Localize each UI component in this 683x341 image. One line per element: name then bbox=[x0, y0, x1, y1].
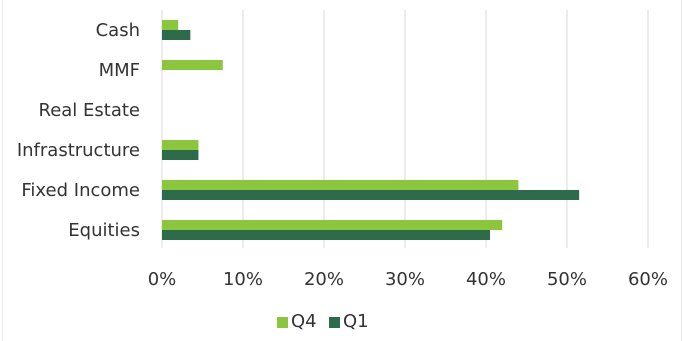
right-frame-line bbox=[681, 0, 682, 341]
bar-q4-mmf bbox=[162, 60, 223, 70]
x-tick-label: 60% bbox=[628, 269, 668, 290]
bar-q1-equities bbox=[162, 230, 491, 240]
x-tick-label: 20% bbox=[304, 269, 344, 290]
legend-swatch-q4 bbox=[277, 317, 288, 328]
bar-q4-fixed-income bbox=[162, 180, 519, 190]
bar-q4-infrastructure bbox=[162, 140, 199, 150]
legend-label-q4: Q4 bbox=[291, 311, 317, 332]
left-frame-line bbox=[2, 0, 3, 341]
y-tick-label: Fixed Income bbox=[21, 180, 140, 201]
y-tick-label: Equities bbox=[68, 220, 140, 241]
bar-q1-infrastructure bbox=[162, 150, 199, 160]
x-tick-label: 30% bbox=[385, 269, 425, 290]
y-tick-label: Infrastructure bbox=[17, 140, 140, 161]
legend-swatch-q1 bbox=[329, 317, 340, 328]
bar-q1-fixed-income bbox=[162, 190, 580, 200]
x-tick-label: 50% bbox=[547, 269, 587, 290]
x-tick-label: 0% bbox=[148, 269, 177, 290]
bar-q1-cash bbox=[162, 30, 191, 40]
y-tick-label: Real Estate bbox=[39, 100, 141, 121]
bar-q4-cash bbox=[162, 20, 179, 30]
y-tick-label: Cash bbox=[96, 20, 140, 41]
legend-label-q1: Q1 bbox=[343, 311, 369, 332]
bar-q4-equities bbox=[162, 220, 503, 230]
y-tick-label: MMF bbox=[99, 60, 140, 81]
x-tick-label: 10% bbox=[223, 269, 263, 290]
x-tick-label: 40% bbox=[466, 269, 506, 290]
